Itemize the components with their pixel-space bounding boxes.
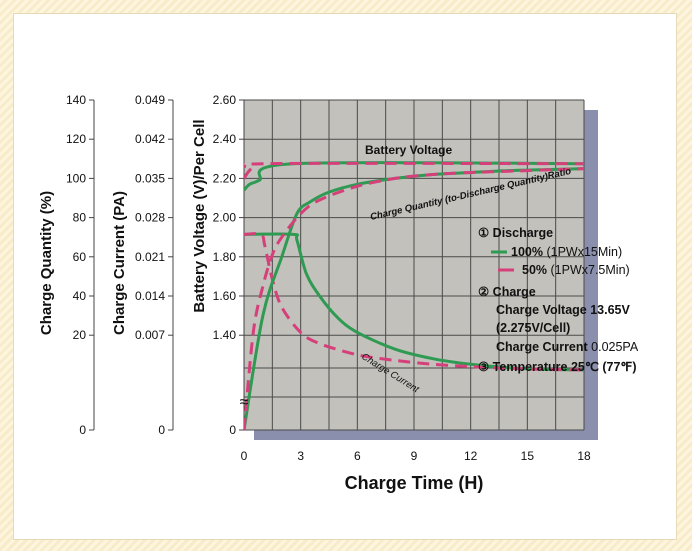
chart-svg: 1401201008060402000.0490.0420.0350.0280.… [38, 93, 639, 493]
x-tick-label: 9 [411, 449, 418, 463]
y-tick-label-charge-quantity: 140 [66, 93, 86, 107]
y-tick-label-charge-quantity: 60 [73, 250, 87, 264]
x-tick-label: 3 [297, 449, 304, 463]
y-tick-label-charge-quantity: 120 [66, 132, 86, 146]
legend-charge-voltage: Charge Voltage 13.65V [496, 303, 631, 317]
y-tick-label-charge-current: 0 [158, 423, 165, 437]
y-axis-title-charge-quantity: Charge Quantity (%) [38, 191, 55, 335]
series-line-50-battery-voltage [244, 161, 584, 180]
y-tick-label-charge-current: 0.028 [135, 211, 165, 225]
y-axis-title-charge-current: Charge Current (PA) [111, 191, 128, 335]
y-axis-title-battery-voltage: Battery Voltage (V)/Per Cell [191, 119, 208, 312]
legend-charge-voltage-per-cell: (2.275V/Cell) [496, 321, 570, 335]
y-tick-label-battery-voltage: 2.40 [213, 132, 237, 146]
y-tick-label-battery-voltage: 1.60 [213, 289, 237, 303]
legend-charge-current-label: Charge Current [496, 340, 591, 354]
left-axes: 140 120 100 80 60 40 20 0 0.049 0.042 0.035 0.028 0.… [66, 93, 245, 437]
grid [243, 99, 585, 431]
legend-item-50-label: 50% [522, 263, 547, 277]
legend-discharge-title: ① Discharge [478, 226, 553, 240]
x-tick-label: 18 [577, 449, 591, 463]
y-tick-label-charge-current: 0.021 [135, 250, 165, 264]
legend-temperature: ③ Temperature 25℃ (77℉) [478, 360, 636, 374]
series-line-100-charge-current [244, 232, 584, 372]
x-tick-label: 15 [521, 449, 535, 463]
y-tick-label-charge-quantity: 40 [73, 289, 87, 303]
legend-item-50: 50% (1PWx7.5Min) [522, 263, 630, 277]
legend-item-100: 100% (1PWx15Min) [511, 245, 622, 259]
legend-charge-title: ② Charge [478, 285, 536, 299]
axis-break-mark: ≈ [240, 394, 249, 411]
legend-item-100-label: 100% [511, 245, 543, 259]
y-tick-label-charge-current: 0.035 [135, 171, 165, 185]
y-tick-label-battery-voltage: 2.60 [213, 93, 237, 107]
legend-charge-current-value: 0.025PA [591, 340, 639, 354]
x-tick-label: 12 [464, 449, 478, 463]
series-line-50-charge-quantity [244, 167, 584, 430]
y-tick-label-charge-quantity: 100 [66, 171, 86, 185]
y-tick-label-charge-current: 0.007 [135, 328, 165, 342]
curves [244, 161, 584, 430]
y-tick-label-charge-quantity: 80 [73, 211, 87, 225]
legend-item-100-note: (1PWx15Min) [543, 245, 622, 259]
y-tick-label-charge-quantity: 0 [79, 423, 86, 437]
x-tick-label: 6 [354, 449, 361, 463]
annotation-battery-voltage: Battery Voltage [365, 143, 452, 157]
x-tick-label: 0 [241, 449, 248, 463]
x-axis-title: Charge Time (H) [345, 473, 484, 493]
x-axis: 0 3 6 9 12 15 18 [241, 449, 591, 463]
y-tick-label-battery-voltage: 1.80 [213, 250, 237, 264]
y-tick-label-charge-current: 0.042 [135, 132, 165, 146]
y-tick-label-battery-voltage: 2.20 [213, 171, 237, 185]
y-tick-label-charge-quantity: 20 [73, 328, 87, 342]
legend-item-50-note: (1PWx7.5Min) [547, 263, 630, 277]
y-tick-label-battery-voltage: 2.00 [213, 211, 237, 225]
y-tick-label-charge-current: 0.014 [135, 289, 165, 303]
y-tick-label-battery-voltage: 1.40 [213, 328, 237, 342]
y-tick-label-battery-voltage: 0 [229, 423, 236, 437]
legend: ① Discharge 100% (1PWx15Min) 50% (1PWx7.… [478, 226, 639, 374]
chart-panel: 140 120 100 80 60 40 20 0 0.049 0.042 0.035 0.028 0.… [13, 13, 677, 540]
y-tick-label-charge-current: 0.049 [135, 93, 165, 107]
legend-charge-current: Charge Current 0.025PA [496, 340, 639, 354]
